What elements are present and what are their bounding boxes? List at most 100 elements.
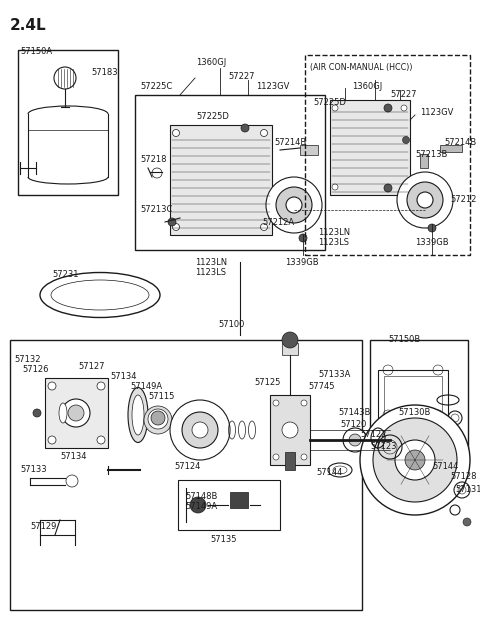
Text: 57127: 57127 [78, 362, 105, 371]
Text: 57213C: 57213C [140, 205, 172, 214]
Circle shape [405, 450, 425, 470]
Bar [330, 100, 410, 195]
Text: 1360GJ: 1360GJ [196, 58, 226, 67]
Bar [170, 125, 272, 235]
Circle shape [360, 405, 470, 515]
Circle shape [401, 184, 407, 190]
Text: 2.4L: 2.4L [10, 18, 47, 33]
Circle shape [241, 124, 249, 132]
Text: 57134: 57134 [110, 372, 136, 381]
Bar [305, 55, 470, 255]
Ellipse shape [59, 403, 67, 423]
Text: 57144: 57144 [316, 468, 342, 477]
Text: 1123GV: 1123GV [256, 82, 289, 91]
Bar [384, 376, 442, 424]
Text: 57134: 57134 [60, 452, 86, 461]
Text: 57128: 57128 [450, 472, 477, 481]
Circle shape [62, 399, 90, 427]
Circle shape [276, 187, 312, 223]
Text: 57130B: 57130B [398, 408, 431, 417]
Circle shape [68, 405, 84, 421]
Text: 57225D: 57225D [313, 98, 346, 107]
Circle shape [151, 411, 165, 425]
Circle shape [172, 223, 180, 230]
Circle shape [332, 184, 338, 190]
Text: 57213B: 57213B [415, 150, 447, 159]
Text: 57120: 57120 [340, 420, 366, 429]
Circle shape [373, 418, 457, 502]
Circle shape [403, 137, 409, 144]
Circle shape [266, 177, 322, 233]
Circle shape [301, 400, 307, 406]
Text: 57123: 57123 [370, 442, 396, 451]
Text: 57150B: 57150B [388, 335, 420, 344]
Circle shape [349, 434, 361, 446]
Text: 1339GB: 1339GB [415, 238, 449, 247]
Bar [420, 154, 428, 168]
Text: 1123LN: 1123LN [195, 258, 227, 267]
Text: 57183: 57183 [91, 68, 118, 77]
Bar [45, 378, 108, 448]
Circle shape [170, 400, 230, 460]
Circle shape [152, 168, 162, 178]
Text: 57225D: 57225D [196, 112, 229, 121]
Circle shape [343, 428, 367, 452]
Bar [135, 95, 325, 250]
Circle shape [417, 192, 433, 208]
Bar [378, 370, 448, 430]
Circle shape [182, 412, 218, 448]
Text: 57143B: 57143B [338, 408, 371, 417]
Text: 57225C: 57225C [140, 82, 172, 91]
Circle shape [332, 105, 338, 111]
Circle shape [395, 440, 435, 480]
Text: 1360GJ: 1360GJ [352, 82, 382, 91]
Text: 57124: 57124 [174, 462, 200, 471]
Circle shape [97, 436, 105, 444]
Text: 57115: 57115 [148, 392, 174, 401]
Bar [282, 343, 298, 355]
Text: 57132: 57132 [14, 355, 40, 364]
Text: 57125: 57125 [254, 378, 280, 387]
Circle shape [190, 497, 206, 513]
Text: 57122: 57122 [360, 430, 386, 439]
Bar [440, 145, 462, 152]
Text: 1123LS: 1123LS [195, 268, 226, 277]
Text: 1123LN: 1123LN [318, 228, 350, 237]
Text: 57100: 57100 [218, 320, 244, 329]
Bar [18, 50, 118, 195]
Circle shape [273, 454, 279, 460]
Circle shape [48, 436, 56, 444]
Text: 57131: 57131 [455, 485, 480, 494]
Circle shape [273, 400, 279, 406]
Circle shape [261, 223, 267, 230]
Text: 57231: 57231 [52, 270, 79, 279]
Circle shape [48, 382, 56, 390]
Circle shape [428, 224, 436, 232]
Text: 57133: 57133 [20, 465, 47, 474]
Text: 57149A: 57149A [185, 502, 217, 511]
Text: 57214B: 57214B [274, 138, 306, 147]
Circle shape [463, 518, 471, 526]
Ellipse shape [128, 387, 148, 442]
Circle shape [192, 422, 208, 438]
Text: 57133A: 57133A [318, 370, 350, 379]
Circle shape [148, 409, 168, 429]
Text: 57144: 57144 [432, 462, 458, 471]
Circle shape [407, 182, 443, 218]
Bar [300, 145, 318, 155]
Text: 57227: 57227 [228, 72, 254, 81]
Text: 57126: 57126 [22, 365, 48, 374]
Text: 57148B: 57148B [185, 492, 217, 501]
Bar [178, 480, 280, 530]
Text: 57227: 57227 [390, 90, 417, 99]
Text: 57212A: 57212A [262, 218, 294, 227]
Text: 1339GB: 1339GB [285, 258, 319, 267]
Circle shape [97, 382, 105, 390]
Bar [230, 492, 248, 508]
Bar [270, 395, 310, 465]
Bar [285, 452, 295, 470]
Bar [10, 340, 362, 610]
Ellipse shape [132, 395, 144, 435]
Text: 57212: 57212 [450, 195, 476, 204]
Circle shape [286, 197, 302, 213]
